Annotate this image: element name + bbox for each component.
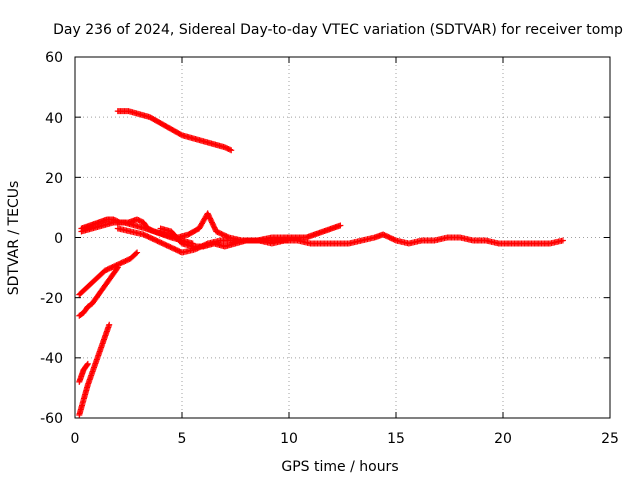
x-tick-label: 25: [601, 431, 619, 447]
series-track-8: [76, 321, 113, 418]
x-tick-label: 5: [178, 431, 187, 447]
data-point: [559, 237, 566, 244]
y-tick-label: 60: [45, 50, 63, 66]
x-tick-label: 0: [71, 431, 80, 447]
y-tick-label: 40: [45, 111, 63, 127]
data-point: [106, 321, 113, 328]
data-point: [228, 147, 235, 154]
y-tick-label: -60: [40, 411, 63, 427]
x-tick-label: 15: [387, 431, 405, 447]
y-tick-label: -40: [40, 351, 63, 367]
x-tick-labels: 0 5 10 15 20 25: [71, 431, 619, 447]
data-point: [337, 222, 344, 229]
series-track-3: [78, 216, 196, 247]
x-axis-label: GPS time / hours: [281, 459, 398, 475]
x-tick-label: 10: [280, 431, 298, 447]
data-point: [115, 218, 122, 225]
x-tick-label: 20: [494, 431, 512, 447]
series-layer: [76, 108, 566, 418]
data-point: [132, 250, 139, 257]
data-point: [84, 361, 91, 368]
data-point: [84, 360, 91, 367]
series-track-7: [76, 264, 121, 319]
series-track-6: [76, 249, 141, 298]
data-point: [114, 264, 121, 271]
data-point: [113, 265, 120, 272]
series-track-5: [157, 225, 292, 250]
y-tick-label: 20: [45, 171, 63, 187]
data-point: [134, 249, 141, 256]
data-point: [286, 237, 292, 244]
series-track-1: [114, 108, 235, 154]
y-tick-label: -20: [40, 291, 63, 307]
y-tick-labels: -60 -40 -20 0 20 40 60: [40, 50, 63, 427]
chart-title: Day 236 of 2024, Sidereal Day-to-day VTE…: [53, 22, 623, 38]
series-track-9: [76, 360, 91, 385]
plot-frame: [74, 56, 611, 419]
data-point: [391, 236, 398, 243]
y-tick-label: 0: [54, 231, 63, 247]
series-track-4: [114, 225, 566, 256]
data-point: [226, 146, 233, 153]
y-axis-label: SDTVAR / TECUs: [6, 181, 22, 296]
